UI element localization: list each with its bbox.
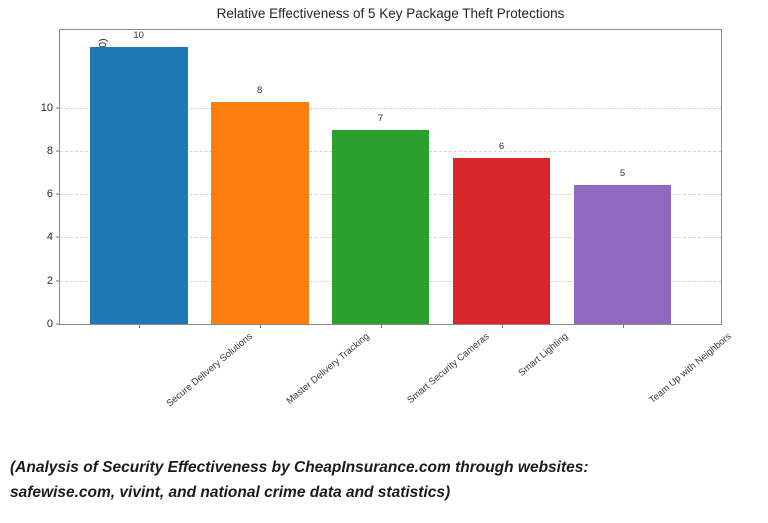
x-tick-label-team-up-with-neighbors: Team Up with Neighbors: [646, 331, 734, 406]
x-tick-label-smart-security-cameras: Smart Security Cameras: [404, 331, 492, 406]
y-tick-mark-6: [56, 193, 60, 195]
source-caption: (Analysis of Security Effectiveness by C…: [10, 455, 760, 505]
bar-value-label: 6: [498, 140, 505, 152]
x-tick-label-master-delivery-tracking: Master Delivery Tracking: [284, 331, 372, 407]
y-tick-mark-4: [56, 236, 60, 238]
x-tick-mark-0: [138, 324, 140, 328]
bar-value-label: 7: [377, 112, 384, 124]
bar-smart-security-cameras[interactable]: 7: [331, 113, 430, 324]
gridline-10: [60, 107, 721, 109]
x-tick-mark-3: [501, 324, 503, 328]
bar-team-up-with-neighbors[interactable]: 5: [573, 168, 672, 324]
y-tick-label-2: 2: [46, 274, 53, 287]
y-tick-label-10: 10: [40, 101, 53, 114]
bar-secure-delivery-solutions[interactable]: 10: [89, 30, 188, 324]
plot-area: Theft Prevention Rating (1-10) 10 8 6 4 …: [41, 29, 733, 409]
bar-value-label: 10: [133, 29, 144, 41]
x-tick-label-smart-lighting: Smart Lighting: [515, 331, 570, 379]
chart-title: Relative Effectiveness of 5 Key Package …: [216, 6, 565, 21]
chart-figure: Relative Effectiveness of 5 Key Package …: [41, 6, 733, 409]
y-tick-mark-0: [56, 323, 60, 325]
caption-line-1: (Analysis of Security Effectiveness by C…: [10, 459, 589, 476]
x-tick-mark-1: [259, 324, 261, 328]
y-tick-mark-10: [56, 107, 60, 109]
bar-value-label: 8: [256, 85, 263, 97]
y-tick-label-4: 4: [46, 231, 53, 244]
x-tick-label-secure-delivery-solutions: Secure Delivery Solutions: [164, 331, 255, 410]
y-tick-label-8: 8: [46, 144, 53, 157]
bar-smart-lighting[interactable]: 6: [452, 141, 551, 324]
y-tick-label-6: 6: [46, 188, 53, 201]
y-tick-mark-2: [56, 280, 60, 282]
bar-master-delivery-tracking[interactable]: 8: [210, 85, 309, 324]
caption-line-2: safewise.com, vivint, and national crime…: [10, 484, 451, 502]
x-tick-mark-4: [622, 324, 624, 328]
y-tick-mark-8: [56, 150, 60, 152]
x-tick-mark-2: [380, 324, 382, 328]
y-tick-label-0: 0: [46, 318, 53, 330]
bar-value-label: 5: [619, 168, 626, 180]
